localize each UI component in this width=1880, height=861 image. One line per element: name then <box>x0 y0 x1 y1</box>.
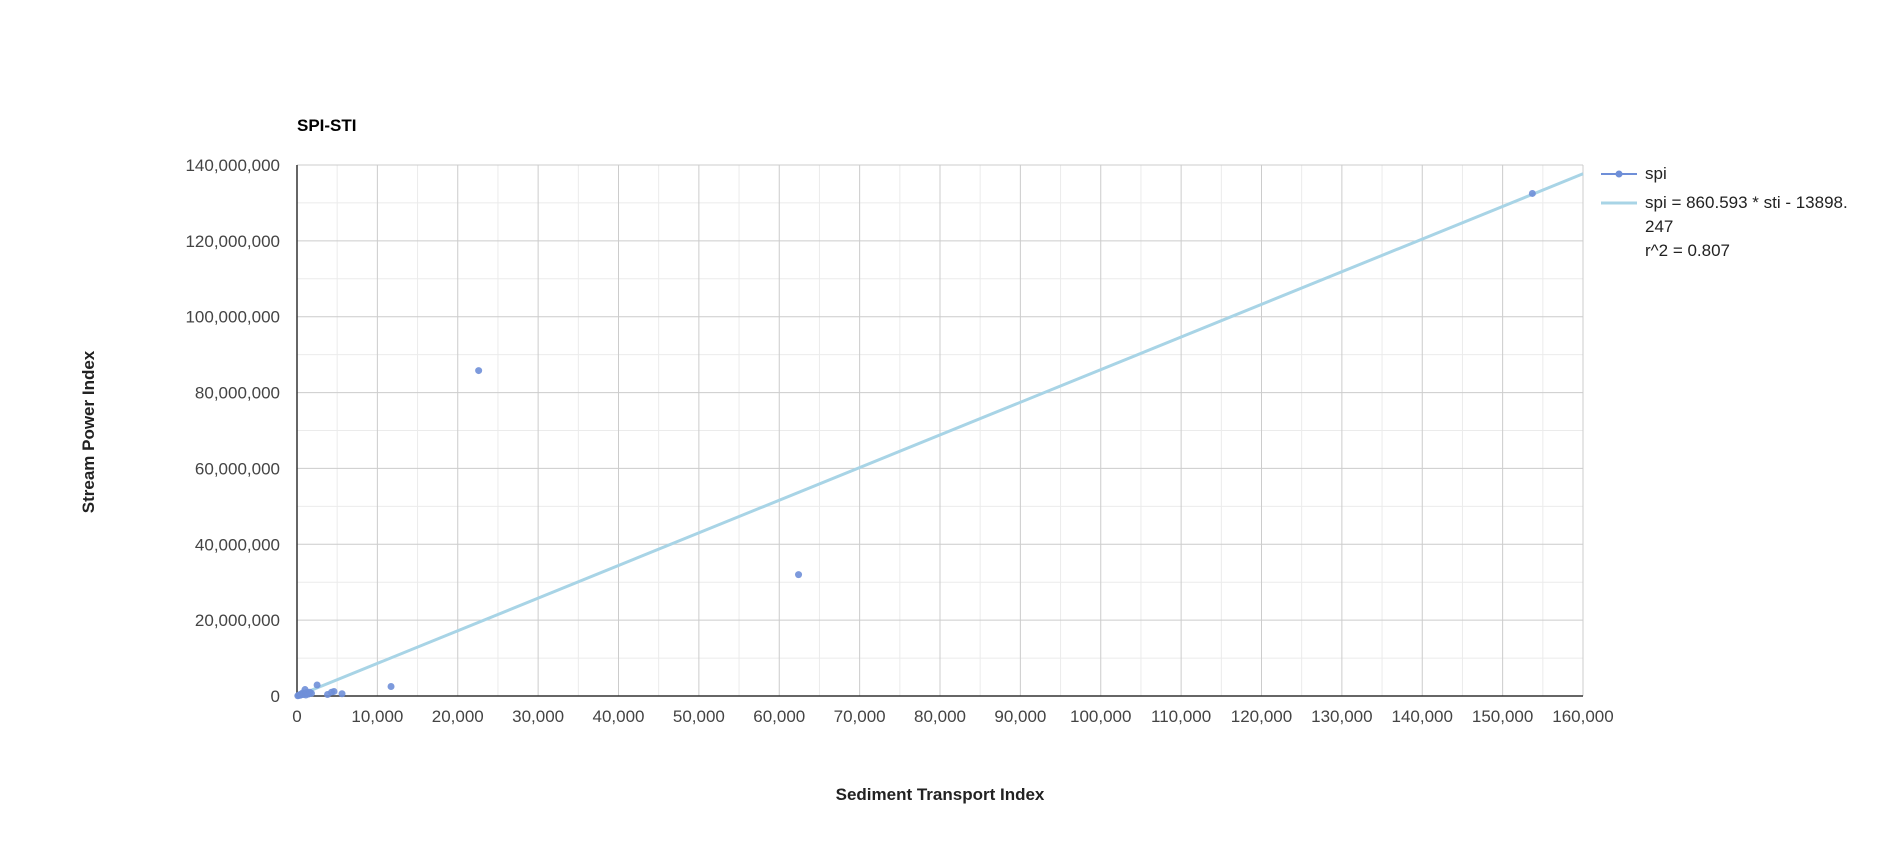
x-tick-label: 110,000 <box>1151 707 1211 726</box>
legend-spi-label: spi <box>1645 164 1667 183</box>
data-point[interactable] <box>338 690 346 698</box>
x-tick-label: 40,000 <box>593 707 645 726</box>
data-point[interactable] <box>307 689 315 697</box>
data-point[interactable] <box>387 683 395 691</box>
y-tick-label: 0 <box>271 687 280 706</box>
axes <box>296 165 1583 697</box>
x-tick-label: 20,000 <box>432 707 484 726</box>
x-tick-label: 10,000 <box>351 707 403 726</box>
x-tick-label: 140,000 <box>1392 707 1453 726</box>
y-tick-label: 40,000,000 <box>195 535 280 554</box>
x-tick-label: 60,000 <box>753 707 805 726</box>
legend-item-trendline[interactable]: spi = 860.593 * sti - 13898. 247 r^2 = 0… <box>1601 193 1848 260</box>
grid <box>296 164 1584 697</box>
y-tick-label: 100,000,000 <box>185 308 280 327</box>
x-tick-label: 90,000 <box>994 707 1046 726</box>
x-tick-label: 0 <box>292 707 301 726</box>
x-tick-label: 150,000 <box>1472 707 1533 726</box>
x-tick-label: 130,000 <box>1311 707 1372 726</box>
x-axis-title: Sediment Transport Index <box>836 785 1045 804</box>
x-tick-label: 30,000 <box>512 707 564 726</box>
trendline-layer <box>296 172 1584 698</box>
legend-trendline-label-line2: 247 <box>1645 217 1673 236</box>
y-tick-label: 120,000,000 <box>185 232 280 251</box>
legend-item-spi[interactable]: spi <box>1601 164 1667 183</box>
x-tick-label: 70,000 <box>834 707 886 726</box>
y-tick-label: 140,000,000 <box>185 156 280 175</box>
x-tick-label: 100,000 <box>1070 707 1131 726</box>
chart-title: SPI-STI <box>297 116 357 135</box>
x-tick-label: 80,000 <box>914 707 966 726</box>
x-tick-label: 50,000 <box>673 707 725 726</box>
legend: spi spi = 860.593 * sti - 13898. 247 r^2… <box>1601 164 1848 260</box>
x-tick-label: 120,000 <box>1231 707 1292 726</box>
data-point[interactable] <box>1528 189 1536 197</box>
y-tick-label: 60,000,000 <box>195 459 280 478</box>
legend-r-squared-label: r^2 = 0.807 <box>1645 241 1730 260</box>
data-point[interactable] <box>330 687 338 695</box>
trendline <box>296 172 1584 698</box>
data-point[interactable] <box>475 367 483 375</box>
y-axis-title: Stream Power Index <box>79 350 98 513</box>
legend-trendline-label-line1: spi = 860.593 * sti - 13898. <box>1645 193 1848 212</box>
x-tick-label: 160,000 <box>1552 707 1613 726</box>
x-axis-tick-labels: 0 10,000 20,000 30,000 40,000 50,000 60,000 70,… <box>292 707 1613 726</box>
data-point[interactable] <box>313 681 321 689</box>
y-tick-label: 80,000,000 <box>195 384 280 403</box>
legend-spi-marker <box>1615 170 1623 178</box>
data-point[interactable] <box>795 571 803 579</box>
y-axis-tick-labels: 0 20,000,000 40,000,000 60,000,000 80,000,00… <box>185 156 280 706</box>
y-tick-label: 20,000,000 <box>195 611 280 630</box>
points-layer <box>294 189 1536 700</box>
